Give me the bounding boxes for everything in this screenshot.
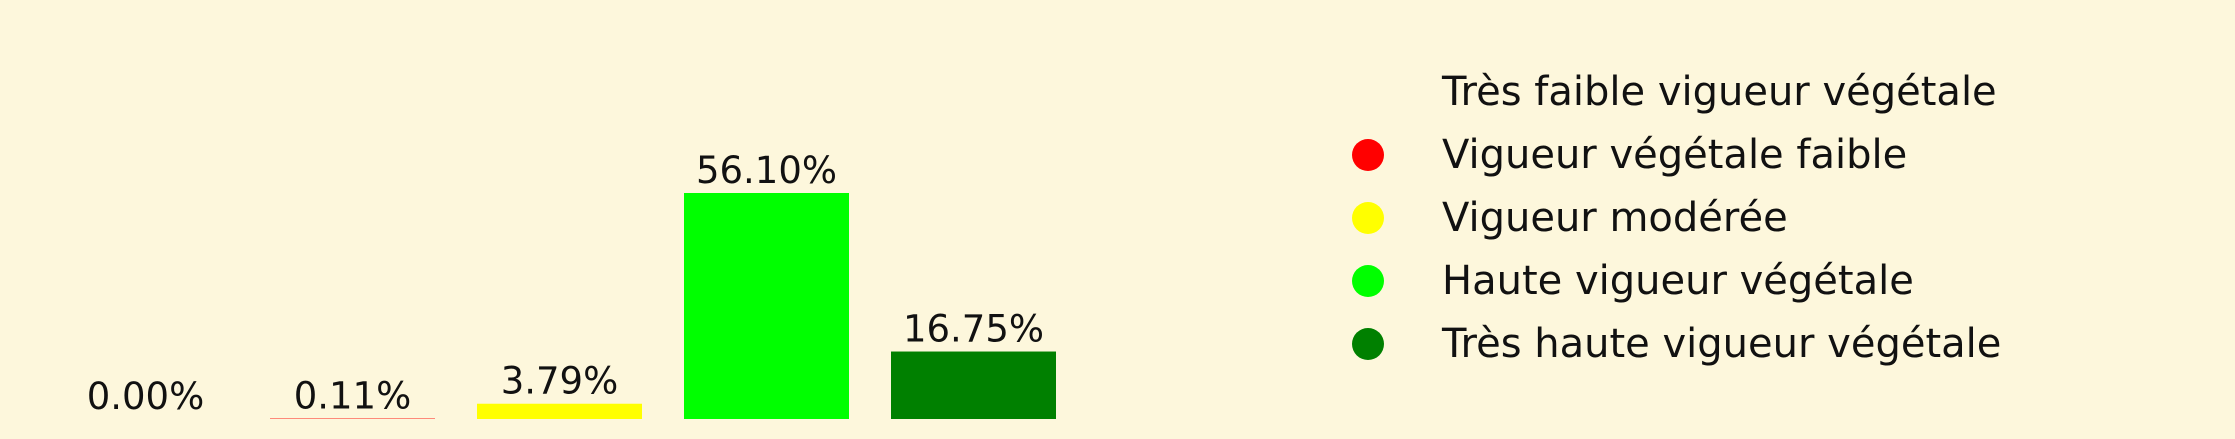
legend-marker — [1352, 328, 1384, 360]
bar-value-label: 0.00% — [87, 375, 205, 418]
legend-label: Haute vigueur végétale — [1442, 258, 1914, 304]
bar-value-label: 3.79% — [501, 360, 619, 403]
legend-item-faible: Vigueur végétale faible — [1345, 123, 2225, 186]
legend-item-tres-haute: Très haute vigueur végétale — [1345, 312, 2225, 375]
legend: Très faible vigueur végétale Vigueur vég… — [1345, 60, 2225, 375]
bar-value-label: 56.10% — [696, 149, 837, 192]
legend-marker — [1352, 139, 1384, 171]
legend-marker — [1352, 265, 1384, 297]
bar — [891, 352, 1056, 419]
bar-value-label: 16.75% — [903, 308, 1044, 351]
legend-item-tres-faible: Très faible vigueur végétale — [1345, 60, 2225, 123]
bar-chart: 0.00% 0.11% 3.79% 56.10% 16.75% — [0, 0, 1180, 435]
bar-chart-svg: 0.00% 0.11% 3.79% 56.10% 16.75% — [0, 0, 1180, 435]
legend-marker — [1352, 202, 1384, 234]
legend-item-moderee: Vigueur modérée — [1345, 186, 2225, 249]
bar — [684, 193, 849, 419]
legend-label: Très faible vigueur végétale — [1442, 69, 1997, 115]
legend-marker — [1352, 76, 1384, 108]
legend-label: Vigueur modérée — [1442, 195, 1788, 241]
bar — [477, 404, 642, 419]
legend-item-haute: Haute vigueur végétale — [1345, 249, 2225, 312]
bar-value-label: 0.11% — [294, 375, 412, 418]
legend-label: Très haute vigueur végétale — [1442, 321, 2001, 367]
legend-label: Vigueur végétale faible — [1442, 132, 1907, 178]
